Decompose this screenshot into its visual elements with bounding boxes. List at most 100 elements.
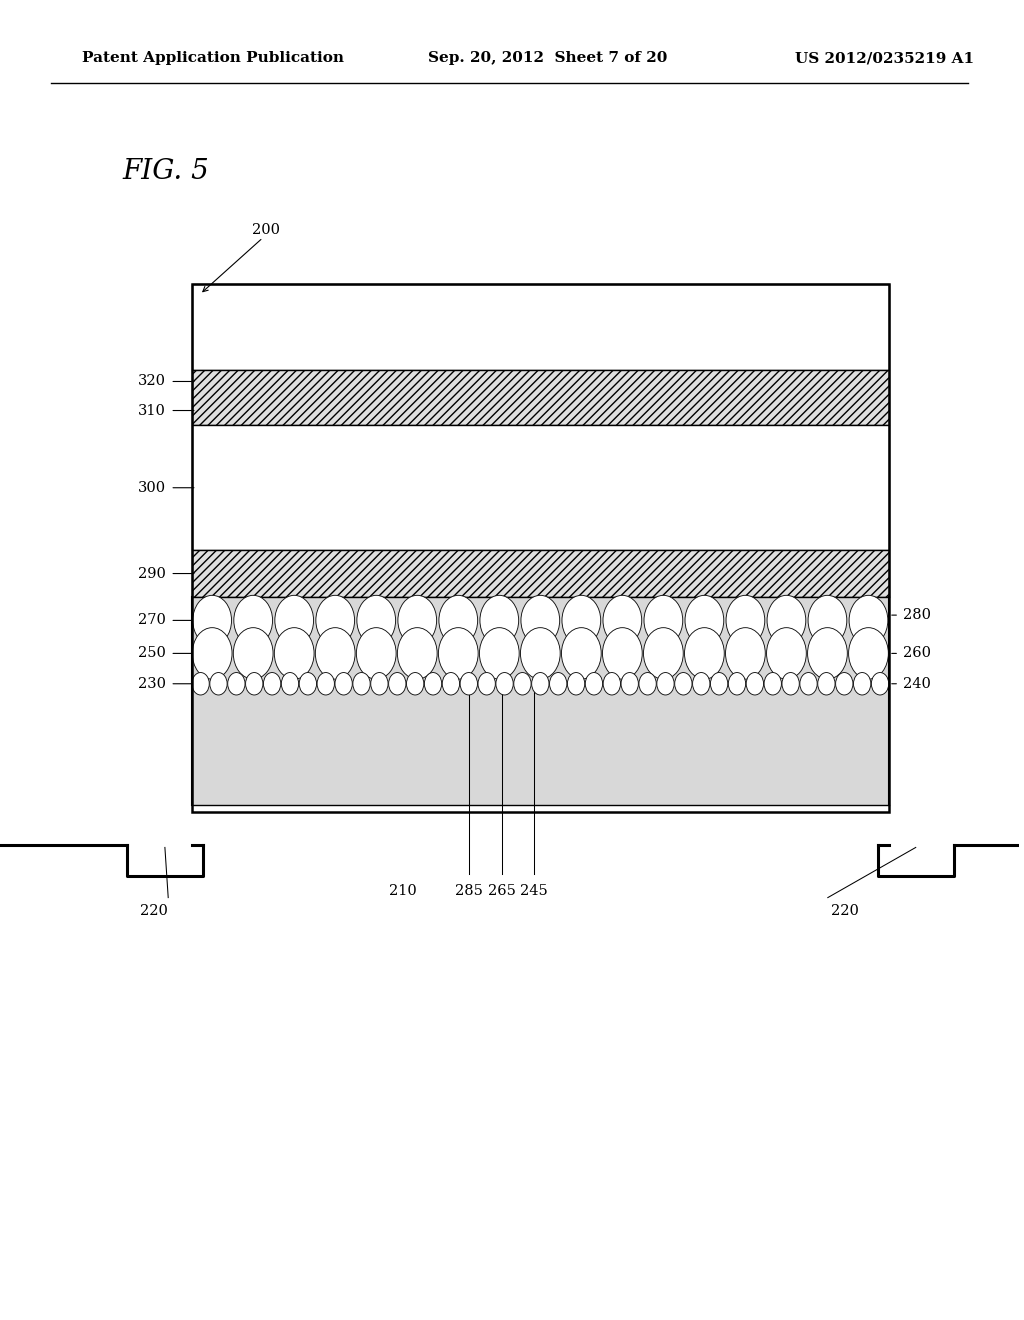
Bar: [191, 284, 889, 370]
Text: 290: 290: [138, 566, 166, 581]
Circle shape: [227, 672, 245, 694]
Circle shape: [836, 672, 853, 694]
Circle shape: [853, 672, 870, 694]
Circle shape: [562, 595, 601, 645]
Text: 310: 310: [138, 404, 166, 417]
Circle shape: [800, 672, 817, 694]
Circle shape: [210, 672, 227, 694]
Circle shape: [767, 595, 806, 645]
Circle shape: [782, 672, 800, 694]
Circle shape: [602, 627, 642, 678]
Circle shape: [353, 672, 371, 694]
Text: 250: 250: [138, 647, 166, 660]
Text: US 2012/0235219 A1: US 2012/0235219 A1: [796, 51, 974, 65]
Circle shape: [550, 672, 567, 694]
Circle shape: [621, 672, 638, 694]
Text: 200: 200: [252, 223, 280, 236]
Text: 220: 220: [830, 904, 859, 919]
Circle shape: [480, 595, 519, 645]
Circle shape: [746, 672, 764, 694]
Circle shape: [246, 672, 263, 694]
Circle shape: [764, 672, 781, 694]
Text: Patent Application Publication: Patent Application Publication: [82, 51, 344, 65]
Circle shape: [424, 672, 441, 694]
Text: 300: 300: [138, 480, 166, 495]
Circle shape: [567, 672, 585, 694]
Circle shape: [871, 672, 889, 694]
Bar: [191, 284, 889, 812]
Circle shape: [438, 627, 478, 678]
Bar: [191, 550, 889, 597]
Circle shape: [233, 627, 273, 678]
Text: 210: 210: [389, 884, 417, 899]
Circle shape: [335, 672, 352, 694]
Circle shape: [397, 627, 437, 678]
Circle shape: [808, 627, 847, 678]
Circle shape: [603, 672, 621, 694]
Text: 320: 320: [138, 375, 166, 388]
Circle shape: [356, 627, 396, 678]
Circle shape: [692, 672, 710, 694]
Circle shape: [656, 672, 674, 694]
Circle shape: [586, 672, 602, 694]
Circle shape: [193, 627, 232, 678]
Circle shape: [726, 595, 765, 645]
Circle shape: [479, 627, 519, 678]
Circle shape: [233, 595, 272, 645]
Circle shape: [478, 672, 496, 694]
Circle shape: [460, 672, 477, 694]
Circle shape: [520, 627, 560, 678]
Circle shape: [726, 627, 765, 678]
Circle shape: [357, 595, 395, 645]
Circle shape: [849, 627, 889, 678]
Circle shape: [818, 672, 835, 694]
Circle shape: [767, 627, 806, 678]
Circle shape: [684, 627, 724, 678]
Circle shape: [407, 672, 424, 694]
Circle shape: [439, 595, 477, 645]
Text: 240: 240: [903, 677, 931, 690]
Circle shape: [685, 595, 724, 645]
Circle shape: [389, 672, 406, 694]
Circle shape: [442, 672, 460, 694]
Text: 230: 230: [138, 677, 166, 690]
Circle shape: [274, 627, 314, 678]
Circle shape: [711, 672, 728, 694]
Circle shape: [398, 595, 436, 645]
Circle shape: [274, 595, 313, 645]
Circle shape: [315, 595, 354, 645]
Circle shape: [849, 595, 888, 645]
Circle shape: [521, 595, 560, 645]
Circle shape: [808, 595, 847, 645]
Text: Sep. 20, 2012  Sheet 7 of 20: Sep. 20, 2012 Sheet 7 of 20: [428, 51, 668, 65]
Bar: [191, 425, 889, 550]
Text: 265: 265: [487, 884, 515, 899]
Text: 220: 220: [140, 904, 168, 919]
Circle shape: [639, 672, 656, 694]
Circle shape: [561, 627, 601, 678]
Circle shape: [728, 672, 745, 694]
Text: 285: 285: [455, 884, 483, 899]
Circle shape: [191, 672, 209, 694]
Circle shape: [643, 627, 683, 678]
Text: 280: 280: [903, 609, 931, 622]
Bar: [191, 370, 889, 425]
Circle shape: [263, 672, 281, 694]
Circle shape: [514, 672, 531, 694]
Circle shape: [531, 672, 549, 694]
Circle shape: [193, 595, 231, 645]
Text: 245: 245: [520, 884, 548, 899]
Circle shape: [675, 672, 692, 694]
Circle shape: [317, 672, 335, 694]
Circle shape: [282, 672, 299, 694]
Circle shape: [299, 672, 316, 694]
Circle shape: [315, 627, 355, 678]
Circle shape: [603, 595, 642, 645]
Circle shape: [371, 672, 388, 694]
Bar: [191, 597, 889, 805]
Text: 270: 270: [138, 614, 166, 627]
Circle shape: [644, 595, 683, 645]
Circle shape: [496, 672, 513, 694]
Text: 260: 260: [903, 647, 931, 660]
Text: FIG. 5: FIG. 5: [122, 158, 209, 185]
